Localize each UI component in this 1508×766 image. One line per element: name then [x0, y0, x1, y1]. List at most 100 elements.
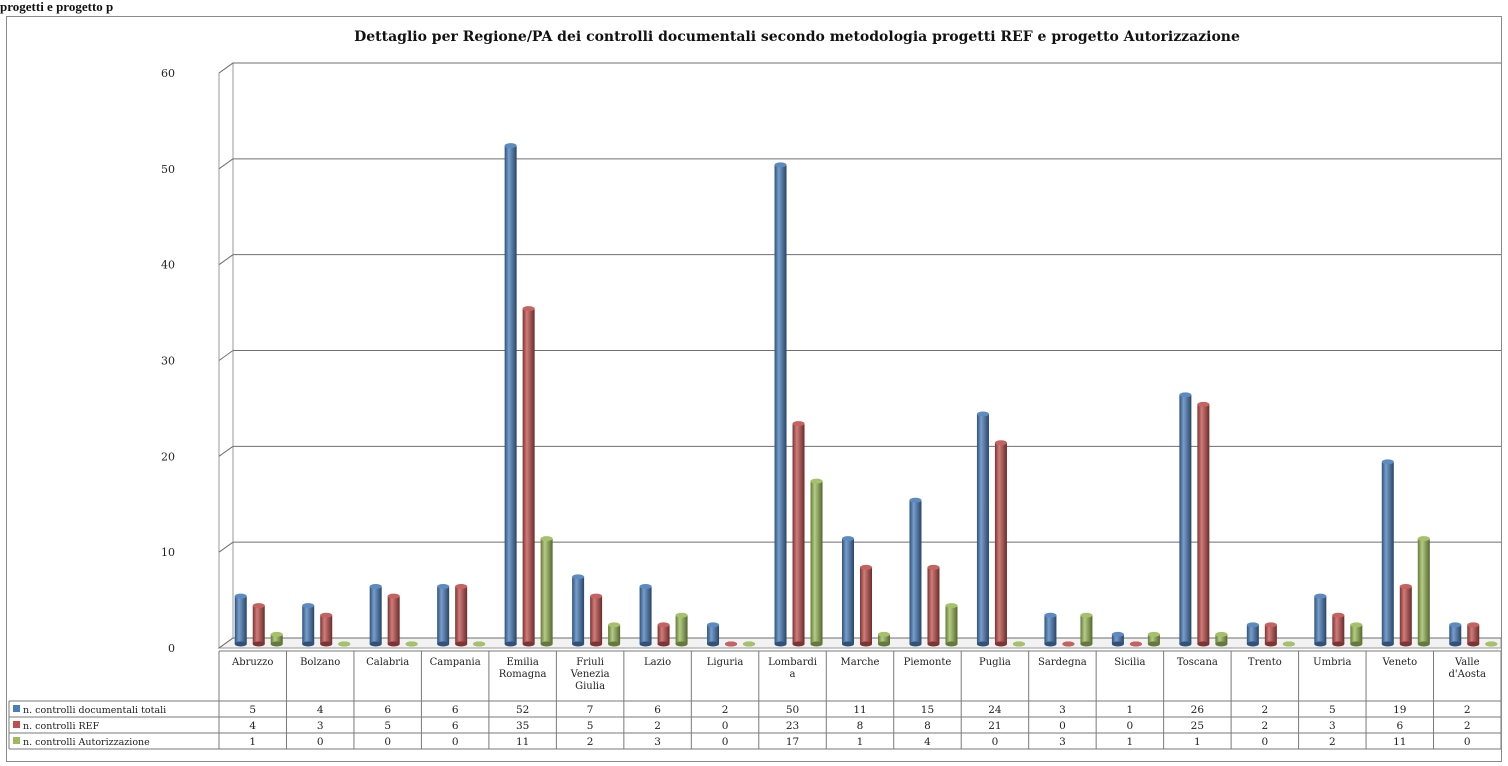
data-label: 5 — [384, 720, 391, 732]
legend-label: n. controlli Autorizzazione — [23, 737, 150, 748]
data-label: 21 — [988, 720, 1001, 732]
data-label: 19 — [1393, 704, 1406, 716]
x-tick-label: Liguria — [707, 657, 744, 668]
bar — [1246, 622, 1259, 647]
x-tick-label: Trento — [1248, 657, 1282, 668]
bar — [252, 603, 265, 647]
data-table: Abruzzo Bolzano Calabria Campania EmiliaRoma… — [8, 650, 1501, 750]
data-label: 2 — [1464, 704, 1471, 716]
bar — [522, 306, 535, 647]
bar — [1111, 631, 1124, 647]
x-tick-label: Campania — [430, 657, 481, 668]
x-tick-label: Friuli — [576, 657, 604, 668]
gridline-diag — [218, 62, 234, 74]
data-label: 3 — [317, 720, 324, 732]
bar — [320, 612, 333, 647]
bar — [909, 497, 922, 647]
y-tick-label: 50 — [161, 163, 175, 176]
bar — [387, 593, 400, 647]
x-tick-label: Lombardi — [768, 657, 817, 668]
data-label: 0 — [1127, 720, 1134, 732]
y-tick-label: 10 — [161, 546, 175, 559]
data-label: 0 — [722, 720, 729, 732]
bar — [1282, 641, 1295, 647]
data-label: 25 — [1191, 720, 1204, 732]
y-tick-label: 40 — [161, 259, 175, 272]
legend-label: n. controlli documentali totali — [23, 705, 166, 716]
x-tick-label: Emilia — [506, 657, 538, 668]
x-tick-label: a — [790, 669, 796, 680]
data-label: 2 — [722, 704, 729, 716]
bar — [639, 584, 652, 647]
data-label: 0 — [1261, 736, 1268, 748]
x-tick-label: Umbria — [1313, 657, 1351, 668]
legend-swatch — [13, 721, 20, 728]
data-label: 0 — [317, 736, 324, 748]
x-tick-label: Romagna — [499, 669, 547, 680]
chart-frame: Dettaglio per Regione/PA dei controlli d… — [6, 16, 1502, 762]
bar — [405, 641, 418, 647]
bar — [976, 411, 989, 647]
bar — [1215, 631, 1228, 647]
data-label: 5 — [249, 704, 256, 716]
legend-label: n. controlli REF — [23, 721, 100, 732]
gridline-diag — [218, 158, 234, 170]
bar — [572, 574, 585, 647]
x-tick-label: Sicilia — [1114, 657, 1145, 668]
x-tick-label: Sardegna — [1038, 657, 1087, 668]
data-label: 0 — [992, 736, 999, 748]
data-label: 6 — [1396, 720, 1403, 732]
data-label: 2 — [587, 736, 594, 748]
legend-swatch — [13, 705, 20, 712]
bar — [945, 603, 958, 647]
data-label: 52 — [516, 704, 529, 716]
bar — [792, 421, 805, 647]
data-label: 6 — [384, 704, 391, 716]
gridline-diag — [218, 445, 234, 457]
bars-layer — [234, 143, 1498, 647]
bar — [1449, 622, 1462, 647]
data-label: 0 — [384, 736, 391, 748]
bar — [1381, 459, 1394, 647]
y-tick-label: 0 — [168, 642, 175, 655]
bar — [1044, 612, 1057, 647]
x-tick-label: Lazio — [644, 657, 671, 668]
bar — [608, 622, 621, 647]
bar — [437, 584, 450, 647]
bar — [1350, 622, 1363, 647]
data-label: 26 — [1191, 704, 1205, 716]
data-label: 3 — [1059, 736, 1066, 748]
bar — [590, 593, 603, 647]
data-label: 2 — [654, 720, 661, 732]
x-tick-label: Calabria — [366, 657, 409, 668]
bar — [1197, 401, 1210, 647]
bar — [504, 143, 517, 647]
legend-swatch — [13, 737, 20, 744]
data-label: 5 — [587, 720, 594, 732]
data-label: 2 — [1261, 720, 1268, 732]
bar — [860, 564, 872, 647]
bar — [878, 631, 890, 647]
data-label: 5 — [1329, 704, 1336, 716]
data-label: 35 — [516, 720, 529, 732]
data-label: 11 — [516, 736, 529, 748]
bar — [473, 641, 486, 647]
x-tick-label: Giulia — [575, 681, 605, 692]
x-tick-label: Valle — [1454, 657, 1480, 668]
data-label: 1 — [1127, 736, 1134, 748]
bar — [1129, 641, 1142, 647]
bar — [1179, 392, 1192, 647]
gridline-diag — [218, 350, 234, 361]
bar — [1332, 612, 1345, 647]
x-tick-label: Puglia — [979, 657, 1011, 668]
bar — [842, 536, 854, 647]
y-tick-label: 30 — [161, 355, 175, 368]
data-label: 1 — [857, 736, 864, 748]
data-label: 11 — [853, 704, 866, 716]
data-label: 6 — [654, 704, 661, 716]
bar — [927, 564, 940, 647]
bar — [1417, 536, 1430, 647]
data-label: 1 — [1194, 736, 1201, 748]
data-label: 11 — [1393, 736, 1406, 748]
data-label: 6 — [452, 704, 459, 716]
